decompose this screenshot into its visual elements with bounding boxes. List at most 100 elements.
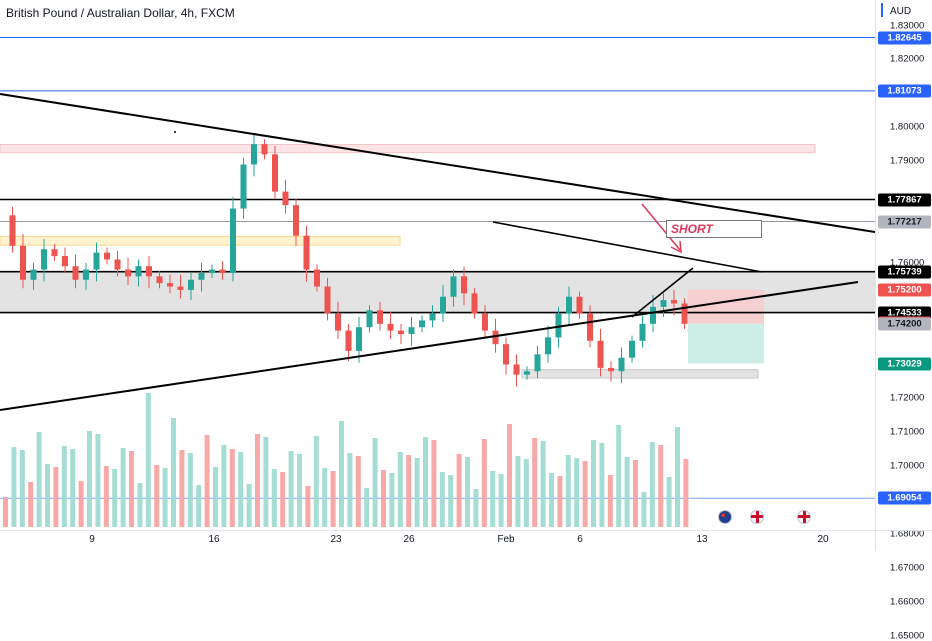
candle-body — [555, 313, 562, 338]
price-badge: 1.77867 — [878, 193, 931, 206]
candle-body — [20, 245, 26, 280]
short-arrow — [641, 203, 681, 251]
volume-bar — [515, 456, 521, 527]
short-annotation[interactable]: SHORT — [666, 220, 762, 238]
volume-bar — [112, 469, 118, 527]
volume-bar — [238, 452, 244, 527]
price-axis[interactable]: AUD 1.83000 1.82000 1.80000 1.79000 1.76000 1… — [875, 0, 932, 641]
price-tick: 1.79000 — [890, 155, 925, 167]
candle-body — [534, 354, 541, 372]
supply-zone — [0, 235, 401, 246]
volume-bar — [280, 472, 286, 527]
time-label: 9 — [89, 534, 95, 545]
volume-bar — [473, 489, 479, 527]
volume-bar — [633, 460, 638, 527]
candle-body — [377, 310, 383, 324]
ascending-trendline — [0, 281, 859, 411]
candle-body — [576, 296, 583, 314]
flag-uk-icon[interactable] — [797, 510, 811, 524]
volume-bar — [490, 471, 496, 527]
candle-body — [440, 296, 446, 314]
candle-body — [303, 235, 310, 270]
descending-trendline — [0, 93, 875, 233]
volume-bar — [523, 459, 529, 527]
candle-body — [618, 357, 625, 372]
take-profit-zone — [688, 323, 764, 364]
candle-body — [83, 269, 89, 280]
chart-canvas[interactable]: British Pound / Australian Dollar, 4h, F… — [0, 0, 875, 530]
currency-marker — [881, 3, 883, 17]
candle-body — [324, 286, 331, 314]
candle-body — [503, 344, 509, 365]
volume-bar — [616, 425, 622, 527]
volume-bar — [364, 488, 370, 527]
resistance-zone — [0, 143, 816, 154]
candle-body — [660, 300, 667, 307]
volume-bar — [129, 451, 134, 527]
price-tick: 1.65000 — [890, 630, 925, 641]
volume-bar — [179, 450, 185, 527]
time-label: 26 — [403, 534, 415, 545]
candle-body — [156, 276, 163, 284]
candle-body — [398, 330, 404, 334]
volume-bar — [347, 453, 353, 527]
candle-body — [408, 327, 415, 334]
price-badge: 1.69054 — [878, 491, 931, 505]
volume-bar — [406, 455, 412, 527]
volume-bar — [423, 437, 428, 527]
flag-uk-icon[interactable] — [750, 510, 764, 524]
volume-bar — [540, 441, 546, 527]
time-axis[interactable]: 9 16 23 26 Feb 6 13 20 — [0, 530, 875, 551]
volume-bar — [675, 427, 680, 527]
chart-title: British Pound / Australian Dollar, 4h, F… — [6, 6, 235, 20]
price-badge: 1.81073 — [878, 84, 931, 98]
candle-body — [41, 249, 47, 270]
price-badge: 1.75200 — [878, 283, 931, 297]
volume-bar — [221, 445, 227, 527]
candle-body — [251, 144, 257, 165]
volume-bar — [649, 442, 655, 527]
candle-body — [219, 269, 226, 273]
price-tick: 1.83000 — [890, 20, 925, 31]
volume-bar — [641, 492, 647, 527]
candle-body — [650, 306, 656, 324]
candle-body — [9, 215, 16, 246]
candle-body — [177, 286, 184, 290]
candle-body — [461, 276, 467, 294]
volume-bar — [53, 467, 59, 527]
price-chart[interactable] — [0, 0, 875, 530]
volume-bar — [465, 457, 470, 527]
volume-bar — [229, 449, 235, 527]
candle-body — [429, 313, 436, 321]
candle-body — [72, 266, 79, 280]
volume-bar — [162, 468, 168, 527]
candle-body — [587, 313, 593, 341]
candle-body — [135, 266, 142, 277]
candle-body — [167, 283, 173, 287]
price-tick: 1.72000 — [890, 392, 925, 404]
volume-bar — [28, 482, 34, 527]
stop-loss-zone — [688, 289, 764, 324]
candle-body — [471, 293, 478, 314]
candle-body — [387, 323, 394, 331]
volume-bar — [204, 435, 210, 527]
flag-australia-icon[interactable] — [718, 510, 732, 524]
candle-body — [629, 340, 635, 358]
wedge-lower-line — [631, 267, 694, 318]
volume-bar — [120, 448, 126, 527]
candle-body — [524, 371, 530, 375]
candle-body — [345, 330, 352, 351]
volume-bar — [498, 474, 504, 527]
volume-bar — [330, 471, 336, 527]
volume-bar — [137, 483, 143, 527]
candle-body — [240, 164, 247, 209]
price-tick: 1.82000 — [890, 53, 925, 65]
volume-bar — [19, 450, 25, 527]
volume-bar — [582, 461, 588, 527]
candle-body — [671, 300, 677, 304]
price-badge: 1.82645 — [878, 31, 931, 45]
candle-body — [30, 269, 37, 280]
volume-bar — [171, 418, 176, 527]
volume-bar — [154, 465, 160, 527]
volume-bar — [271, 469, 277, 527]
